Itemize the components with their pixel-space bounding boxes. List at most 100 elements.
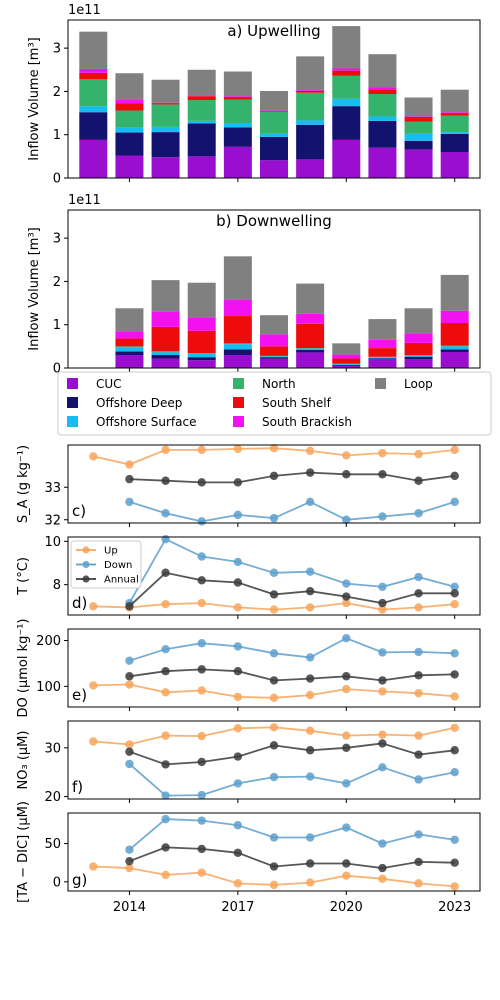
y-tick-label: 1 [53,128,61,143]
bar-segment [260,357,288,358]
bar-segment [115,103,143,110]
bar-segment [405,357,433,360]
data-point [125,740,133,748]
y-tick-label: 20 [44,790,61,805]
legend-label: South Shelf [262,396,332,410]
data-point [306,727,314,735]
bar-segment [368,348,396,357]
y-tick-label: 3 [53,232,61,247]
data-point [414,830,422,838]
bar-segment [79,73,107,79]
data-point [198,446,206,454]
bar-segment [79,79,107,106]
data-point [125,602,133,610]
bar-segment [188,96,216,100]
data-point [270,676,278,684]
bar-segment [368,319,396,340]
data-point [451,589,459,597]
bar-segment [224,316,252,343]
y-axis-label-f: NO₃ (μM) [16,731,31,790]
bar-segment [332,364,360,365]
data-point [378,875,386,883]
y-tick-label: 2 [53,85,61,100]
bar-segment [115,346,143,347]
data-point [451,724,459,732]
bar-segment [441,323,469,346]
bar-segment [79,69,107,73]
bar-segment [405,308,433,333]
data-point [234,752,242,760]
data-point [414,589,422,597]
bar-segment [405,141,433,150]
data-point [234,478,242,486]
data-point [89,602,97,610]
bar-segment [260,346,288,356]
data-point [451,670,459,678]
bar-segment [441,90,469,113]
data-point [270,590,278,598]
data-point [198,845,206,853]
panel-label-c: c) [72,502,86,520]
bar-segment [152,80,180,103]
series-line [129,502,454,522]
bar-segment [368,54,396,87]
data-point [198,478,206,486]
data-point [306,567,314,575]
data-point [451,600,459,608]
bar-segment [405,149,433,178]
data-point [198,599,206,607]
data-point [125,672,133,680]
data-point [342,731,350,739]
bar-segment [296,284,324,314]
bar-segment [152,127,180,132]
data-point [270,569,278,577]
bar-segment [188,357,216,360]
data-point [414,731,422,739]
bar-segment [441,113,469,116]
data-point [414,671,422,679]
bar-segment [296,314,324,324]
bar-segment [332,71,360,76]
data-point [125,680,133,688]
data-point [378,763,386,771]
data-point [306,772,314,780]
data-point [306,674,314,682]
bar-segment [296,91,324,93]
legend-marker [82,546,89,553]
bar-segment [79,32,107,69]
bar-segment [152,358,180,368]
bar-segment [224,123,252,127]
bar-segment [441,112,469,113]
bar-segment [368,89,396,94]
data-point [198,791,206,799]
data-point [414,648,422,656]
data-point [451,836,459,844]
data-point [451,859,459,867]
data-point [161,731,169,739]
bar-segment [296,349,324,350]
data-point [342,451,350,459]
data-point [234,879,242,887]
bar-segment [115,99,143,103]
series-line [129,743,454,764]
data-point [306,746,314,754]
bar-segment [368,88,396,90]
data-point [414,879,422,887]
data-point [198,517,206,525]
panel-label-f: f) [72,778,83,796]
offset-label: 1e11 [68,3,101,18]
legend-swatch [233,397,244,408]
x-tick-label: 2023 [438,900,471,915]
data-point [451,692,459,700]
data-point [342,470,350,478]
bar-segment [152,103,180,104]
y-axis-label-g: [TA − DIC] (μM) [16,801,31,903]
data-point [89,737,97,745]
bar-segment [368,359,396,368]
y-tick-label: 33 [44,481,61,496]
data-point [198,686,206,694]
data-point [306,447,314,455]
bar-segment [188,123,216,156]
data-point [270,723,278,731]
